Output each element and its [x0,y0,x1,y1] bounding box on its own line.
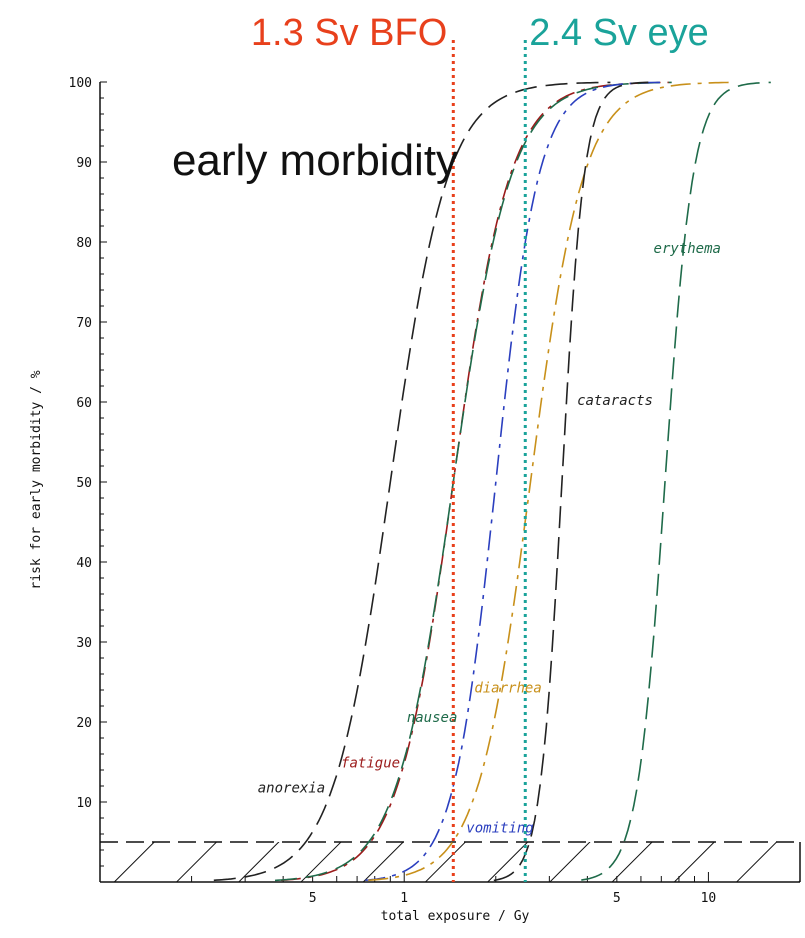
series-label-vomiting: vomiting [466,820,533,836]
y-tick-label: 100 [69,76,92,91]
x-axis-title: total exposure / Gy [381,909,530,924]
series-line-cataracts [493,81,649,882]
threshold-band [100,842,800,882]
y-tick-label: 60 [76,396,92,411]
series-line-diarrhea [368,81,733,882]
series-line-anorexia [213,81,611,882]
chart-title: early morbidity [172,136,458,185]
y-tick-label: 90 [76,156,92,171]
y-tick-label: 30 [76,636,92,651]
series-line-vomiting [365,81,660,881]
y-axis-title: risk for early morbidity / % [29,370,44,589]
reference-label-2: 2.4 Sv eye [529,12,709,54]
series-label-erythema: erythema [654,241,721,257]
series-label-nausea: nausea [407,710,458,726]
y-tick-label: 50 [76,476,92,491]
x-tick-label: 1 [400,891,408,906]
y-tick-label: 10 [76,796,92,811]
reference-label-1: 1.3 Sv BFO [251,12,447,54]
series-line-fatigue [280,81,669,882]
series-label-diarrhea: diarrhea [474,680,541,696]
y-tick-label: 20 [76,716,92,731]
series-line-nausea [274,81,672,882]
series-label-cataracts: cataracts [577,393,653,409]
y-tick-label: 40 [76,556,92,571]
series-label-anorexia: anorexia [258,780,325,796]
x-tick-label: 10 [701,891,717,906]
y-tick-label: 80 [76,236,92,251]
series-line-erythema [581,81,771,881]
series-label-fatigue: fatigue [341,756,400,772]
x-tick-label: 5 [309,891,317,906]
y-tick-label: 70 [76,316,92,331]
x-tick-label: 5 [613,891,621,906]
